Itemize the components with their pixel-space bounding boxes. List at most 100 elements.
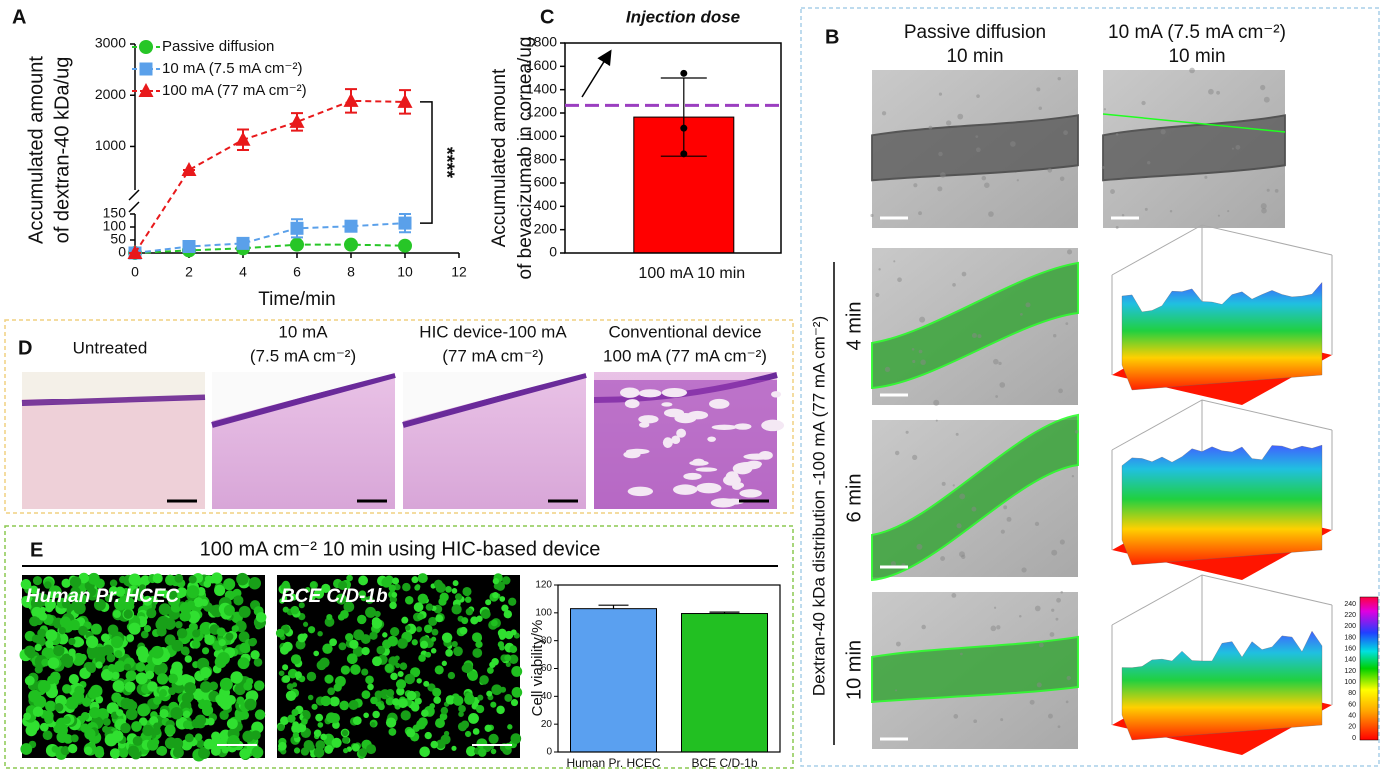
background (403, 372, 586, 421)
texture (957, 113, 964, 120)
texture (916, 543, 923, 550)
cell (111, 692, 122, 703)
arrow (581, 49, 612, 98)
cell (313, 650, 320, 657)
cell (232, 588, 242, 598)
cell (510, 699, 519, 707)
cell (361, 646, 370, 656)
cell (106, 702, 119, 715)
cell (251, 746, 264, 759)
cell (402, 582, 411, 592)
texture (993, 358, 999, 365)
cell (112, 680, 125, 693)
cell (396, 687, 405, 696)
texture (1047, 168, 1053, 173)
cell (435, 614, 444, 623)
texture (1000, 718, 1004, 722)
cell (223, 604, 235, 616)
epithelium (402, 372, 587, 428)
cell (74, 685, 85, 696)
texture (952, 484, 955, 487)
cell (361, 668, 369, 676)
gap (734, 423, 752, 430)
marker (139, 40, 153, 54)
cell (211, 734, 221, 744)
cell (290, 593, 297, 601)
y-tick-label: 120 (535, 580, 552, 591)
cell (62, 684, 72, 694)
texture (1034, 521, 1040, 527)
cell (107, 624, 119, 636)
cell (78, 625, 88, 636)
cell (343, 748, 349, 754)
cell (79, 653, 87, 662)
cell (361, 690, 371, 699)
y-axis-label: of bevacizumab in cornea/ug (515, 37, 536, 280)
cell (405, 625, 411, 631)
cell (384, 663, 394, 673)
cell (406, 690, 417, 701)
texture (1266, 188, 1270, 192)
cell (280, 582, 291, 593)
cell (59, 616, 71, 628)
marker (138, 83, 154, 97)
cell (51, 745, 59, 753)
cell (394, 655, 400, 661)
cell (315, 713, 324, 722)
marker (398, 216, 412, 230)
marker (236, 236, 250, 250)
cell (215, 694, 225, 704)
cell (184, 682, 197, 695)
cell (434, 665, 444, 675)
marker (398, 238, 412, 253)
texture (937, 186, 943, 192)
cell (445, 649, 453, 657)
cell (102, 717, 111, 726)
cell (194, 714, 207, 726)
cell (250, 650, 260, 660)
cell (164, 724, 176, 736)
error-bar (709, 611, 740, 614)
cell (287, 714, 296, 723)
cell (168, 687, 177, 696)
panel-label: E (30, 539, 43, 561)
cell (24, 675, 35, 686)
texture (1208, 88, 1214, 95)
cell (206, 717, 215, 726)
cell (443, 730, 450, 737)
texture (1057, 725, 1061, 729)
cell (120, 722, 131, 734)
colorbar-label: 200 (1344, 623, 1356, 630)
cell (127, 745, 140, 757)
cell (488, 733, 499, 744)
cell (223, 578, 236, 591)
cell (176, 590, 185, 599)
cell (421, 709, 429, 718)
cell (504, 654, 512, 662)
cell (211, 572, 223, 584)
texture (1038, 642, 1044, 648)
panel-d-border (4, 319, 794, 514)
cell (124, 681, 136, 693)
cell (60, 745, 70, 756)
cell (58, 627, 66, 635)
cell (239, 642, 251, 654)
cell (61, 578, 71, 588)
cell (245, 677, 254, 686)
cell (320, 695, 332, 707)
gap (676, 428, 687, 438)
colorbar-label: 80 (1348, 690, 1356, 697)
marker (182, 240, 196, 253)
cell (351, 743, 360, 752)
cell (389, 595, 398, 604)
cell (430, 648, 437, 654)
cell (197, 746, 211, 760)
cell (390, 672, 398, 681)
texture (955, 432, 959, 436)
cell (432, 687, 442, 697)
gap (710, 498, 736, 508)
cell (255, 612, 267, 623)
texture (973, 719, 978, 724)
epithelium (21, 394, 206, 406)
y-tick-label: 40 (541, 691, 553, 702)
